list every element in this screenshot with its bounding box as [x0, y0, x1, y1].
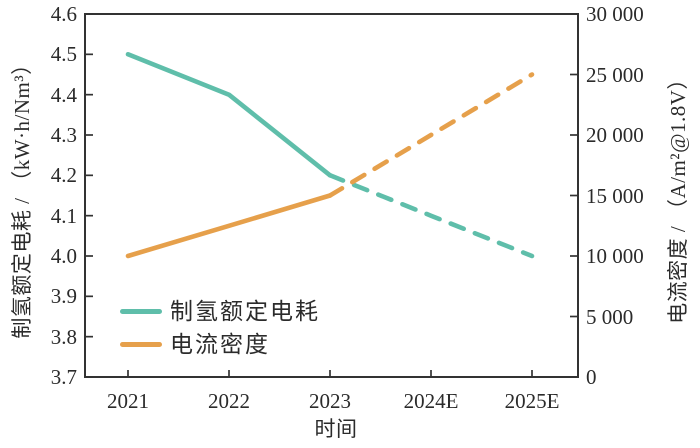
series-line-solid-0 [125, 51, 333, 178]
y-left-tick-label: 3.9 [50, 284, 77, 309]
legend-swatch-power-consumption [120, 309, 162, 314]
y-right-tick-label: 10 000 [586, 244, 644, 268]
series-line-dashed-0 [327, 173, 535, 259]
y-left-tick-label: 3.8 [50, 324, 77, 349]
y-left-tick-label: 4.4 [50, 82, 77, 107]
legend-swatch-current-density [120, 342, 162, 347]
y-left-tick-label: 4.6 [50, 2, 77, 26]
y-left-tick-label: 4.2 [50, 163, 77, 188]
x-tick-label: 2022 [208, 389, 250, 413]
x-tick-label: 2023 [309, 389, 351, 413]
y-left-tick-label: 3.7 [50, 365, 77, 389]
y-left-tick-label: 4.0 [50, 244, 77, 268]
x-tick-label: 2024E [403, 389, 459, 413]
y-axis-right-label: 电流密度 / （A/m²@1.8V） [666, 68, 690, 324]
y-right-tick-label: 25 000 [586, 62, 644, 87]
x-tick-label: 2025E [504, 389, 560, 413]
x-axis-label: 时间 [314, 417, 358, 441]
y-left-tick-label: 4.5 [50, 42, 77, 67]
x-tick-label: 2021 [107, 389, 149, 413]
legend-label: 电流密度 [170, 332, 270, 357]
series-line-solid-1 [125, 193, 333, 259]
y-right-tick-label: 30 000 [586, 2, 644, 26]
y-right-tick-label: 15 000 [586, 183, 644, 208]
legend-label: 制氢额定电耗 [170, 299, 320, 324]
y-right-tick-label: 5 000 [586, 304, 634, 329]
y-left-tick-label: 4.3 [50, 123, 77, 147]
y-left-tick-label: 4.1 [50, 203, 77, 228]
series-line-dashed-1 [327, 72, 535, 198]
y-right-tick-label: 0 [586, 365, 597, 389]
y-axis-left-label: 制氢额定电耗 / （kW·h/Nm³） [10, 53, 34, 339]
y-right-tick-label: 20 000 [586, 123, 644, 147]
